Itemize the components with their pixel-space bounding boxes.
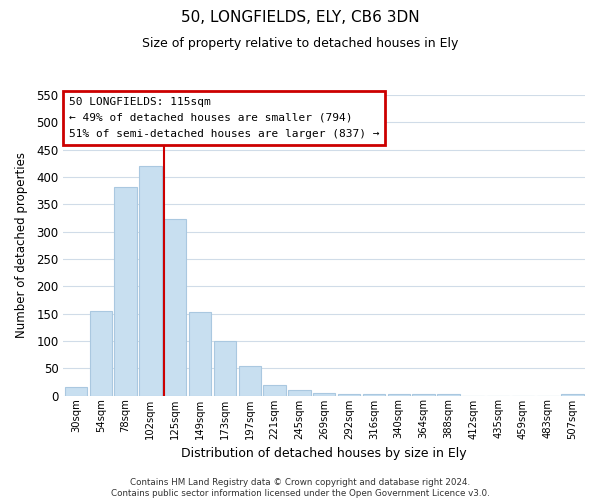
Bar	[189, 312, 211, 396]
Bar	[239, 366, 261, 396]
Bar	[338, 394, 360, 396]
Text: Size of property relative to detached houses in Ely: Size of property relative to detached ho…	[142, 38, 458, 51]
Bar	[214, 341, 236, 396]
Bar	[164, 219, 187, 396]
Bar	[388, 394, 410, 396]
X-axis label: Distribution of detached houses by size in Ely: Distribution of detached houses by size …	[181, 447, 467, 460]
Bar	[412, 394, 435, 396]
Bar	[437, 394, 460, 396]
Bar	[89, 311, 112, 396]
Bar	[363, 394, 385, 396]
Bar	[65, 388, 87, 396]
Bar	[115, 187, 137, 396]
Text: 50 LONGFIELDS: 115sqm
← 49% of detached houses are smaller (794)
51% of semi-det: 50 LONGFIELDS: 115sqm ← 49% of detached …	[68, 96, 379, 140]
Bar	[288, 390, 311, 396]
Text: 50, LONGFIELDS, ELY, CB6 3DN: 50, LONGFIELDS, ELY, CB6 3DN	[181, 10, 419, 25]
Text: Contains HM Land Registry data © Crown copyright and database right 2024.
Contai: Contains HM Land Registry data © Crown c…	[110, 478, 490, 498]
Bar	[263, 384, 286, 396]
Bar	[139, 166, 161, 396]
Bar	[562, 394, 584, 396]
Bar	[313, 393, 335, 396]
Y-axis label: Number of detached properties: Number of detached properties	[15, 152, 28, 338]
